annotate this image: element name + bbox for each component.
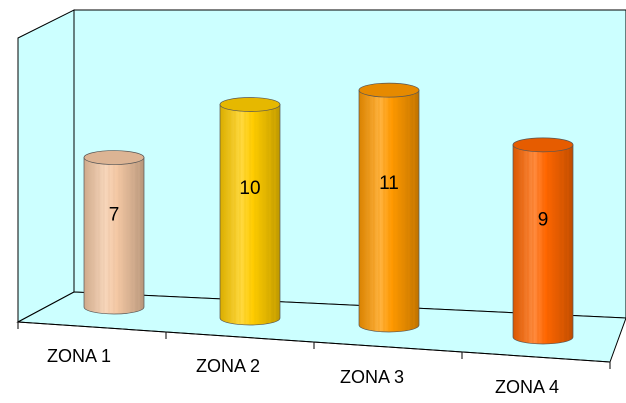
bar-zona-1 xyxy=(83,150,145,315)
bar-top-cap xyxy=(358,82,420,98)
bar-top-cap xyxy=(219,97,281,112)
category-label-zona-4: ZONA 4 xyxy=(495,377,559,397)
bar-top-cap xyxy=(512,137,574,153)
chart-side-wall xyxy=(17,9,75,323)
data-label-zona-3: 11 xyxy=(379,173,399,194)
bar-zona-3 xyxy=(358,82,420,333)
data-label-zona-1: 7 xyxy=(109,204,120,225)
bar-top-cap xyxy=(83,150,145,165)
category-label-zona-3: ZONA 3 xyxy=(340,367,404,387)
bar-zona-2 xyxy=(219,97,281,326)
data-label-zona-4: 9 xyxy=(538,210,549,231)
category-label-zona-2: ZONA 2 xyxy=(196,356,260,376)
bars-layer xyxy=(83,82,574,345)
data-label-zona-2: 10 xyxy=(239,178,260,199)
category-label-zona-1: ZONA 1 xyxy=(47,346,111,366)
labels-layer: 7 ZONA 1 10 ZONA 2 11 ZONA 3 9 ZONA 4 xyxy=(47,173,559,397)
bar-zona-4 xyxy=(512,137,574,345)
